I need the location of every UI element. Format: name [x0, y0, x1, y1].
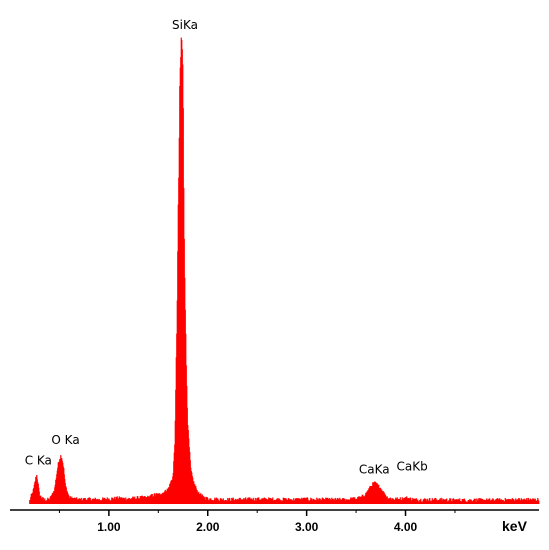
peak-labels: C Ka O Ka SiKa CaKa CaKb — [25, 18, 428, 476]
x-axis-unit-label: keV — [502, 518, 528, 534]
spectrum-layer — [29, 37, 540, 504]
x-tick-label: 2.00 — [196, 520, 220, 534]
peak-label: C Ka — [25, 453, 52, 467]
peak-label: O Ka — [51, 433, 79, 447]
peak-label: CaKa — [359, 462, 390, 476]
x-tick-label: 1.00 — [97, 520, 121, 534]
x-tick-label: 3.00 — [295, 520, 319, 534]
x-axis-ticks: 1.00 2.00 3.00 4.00 — [58, 510, 456, 534]
peak-label: SiKa — [172, 18, 198, 32]
peak-label: CaKb — [397, 459, 428, 473]
x-tick-label: 4.00 — [394, 520, 418, 534]
spectrum-series — [29, 37, 540, 504]
